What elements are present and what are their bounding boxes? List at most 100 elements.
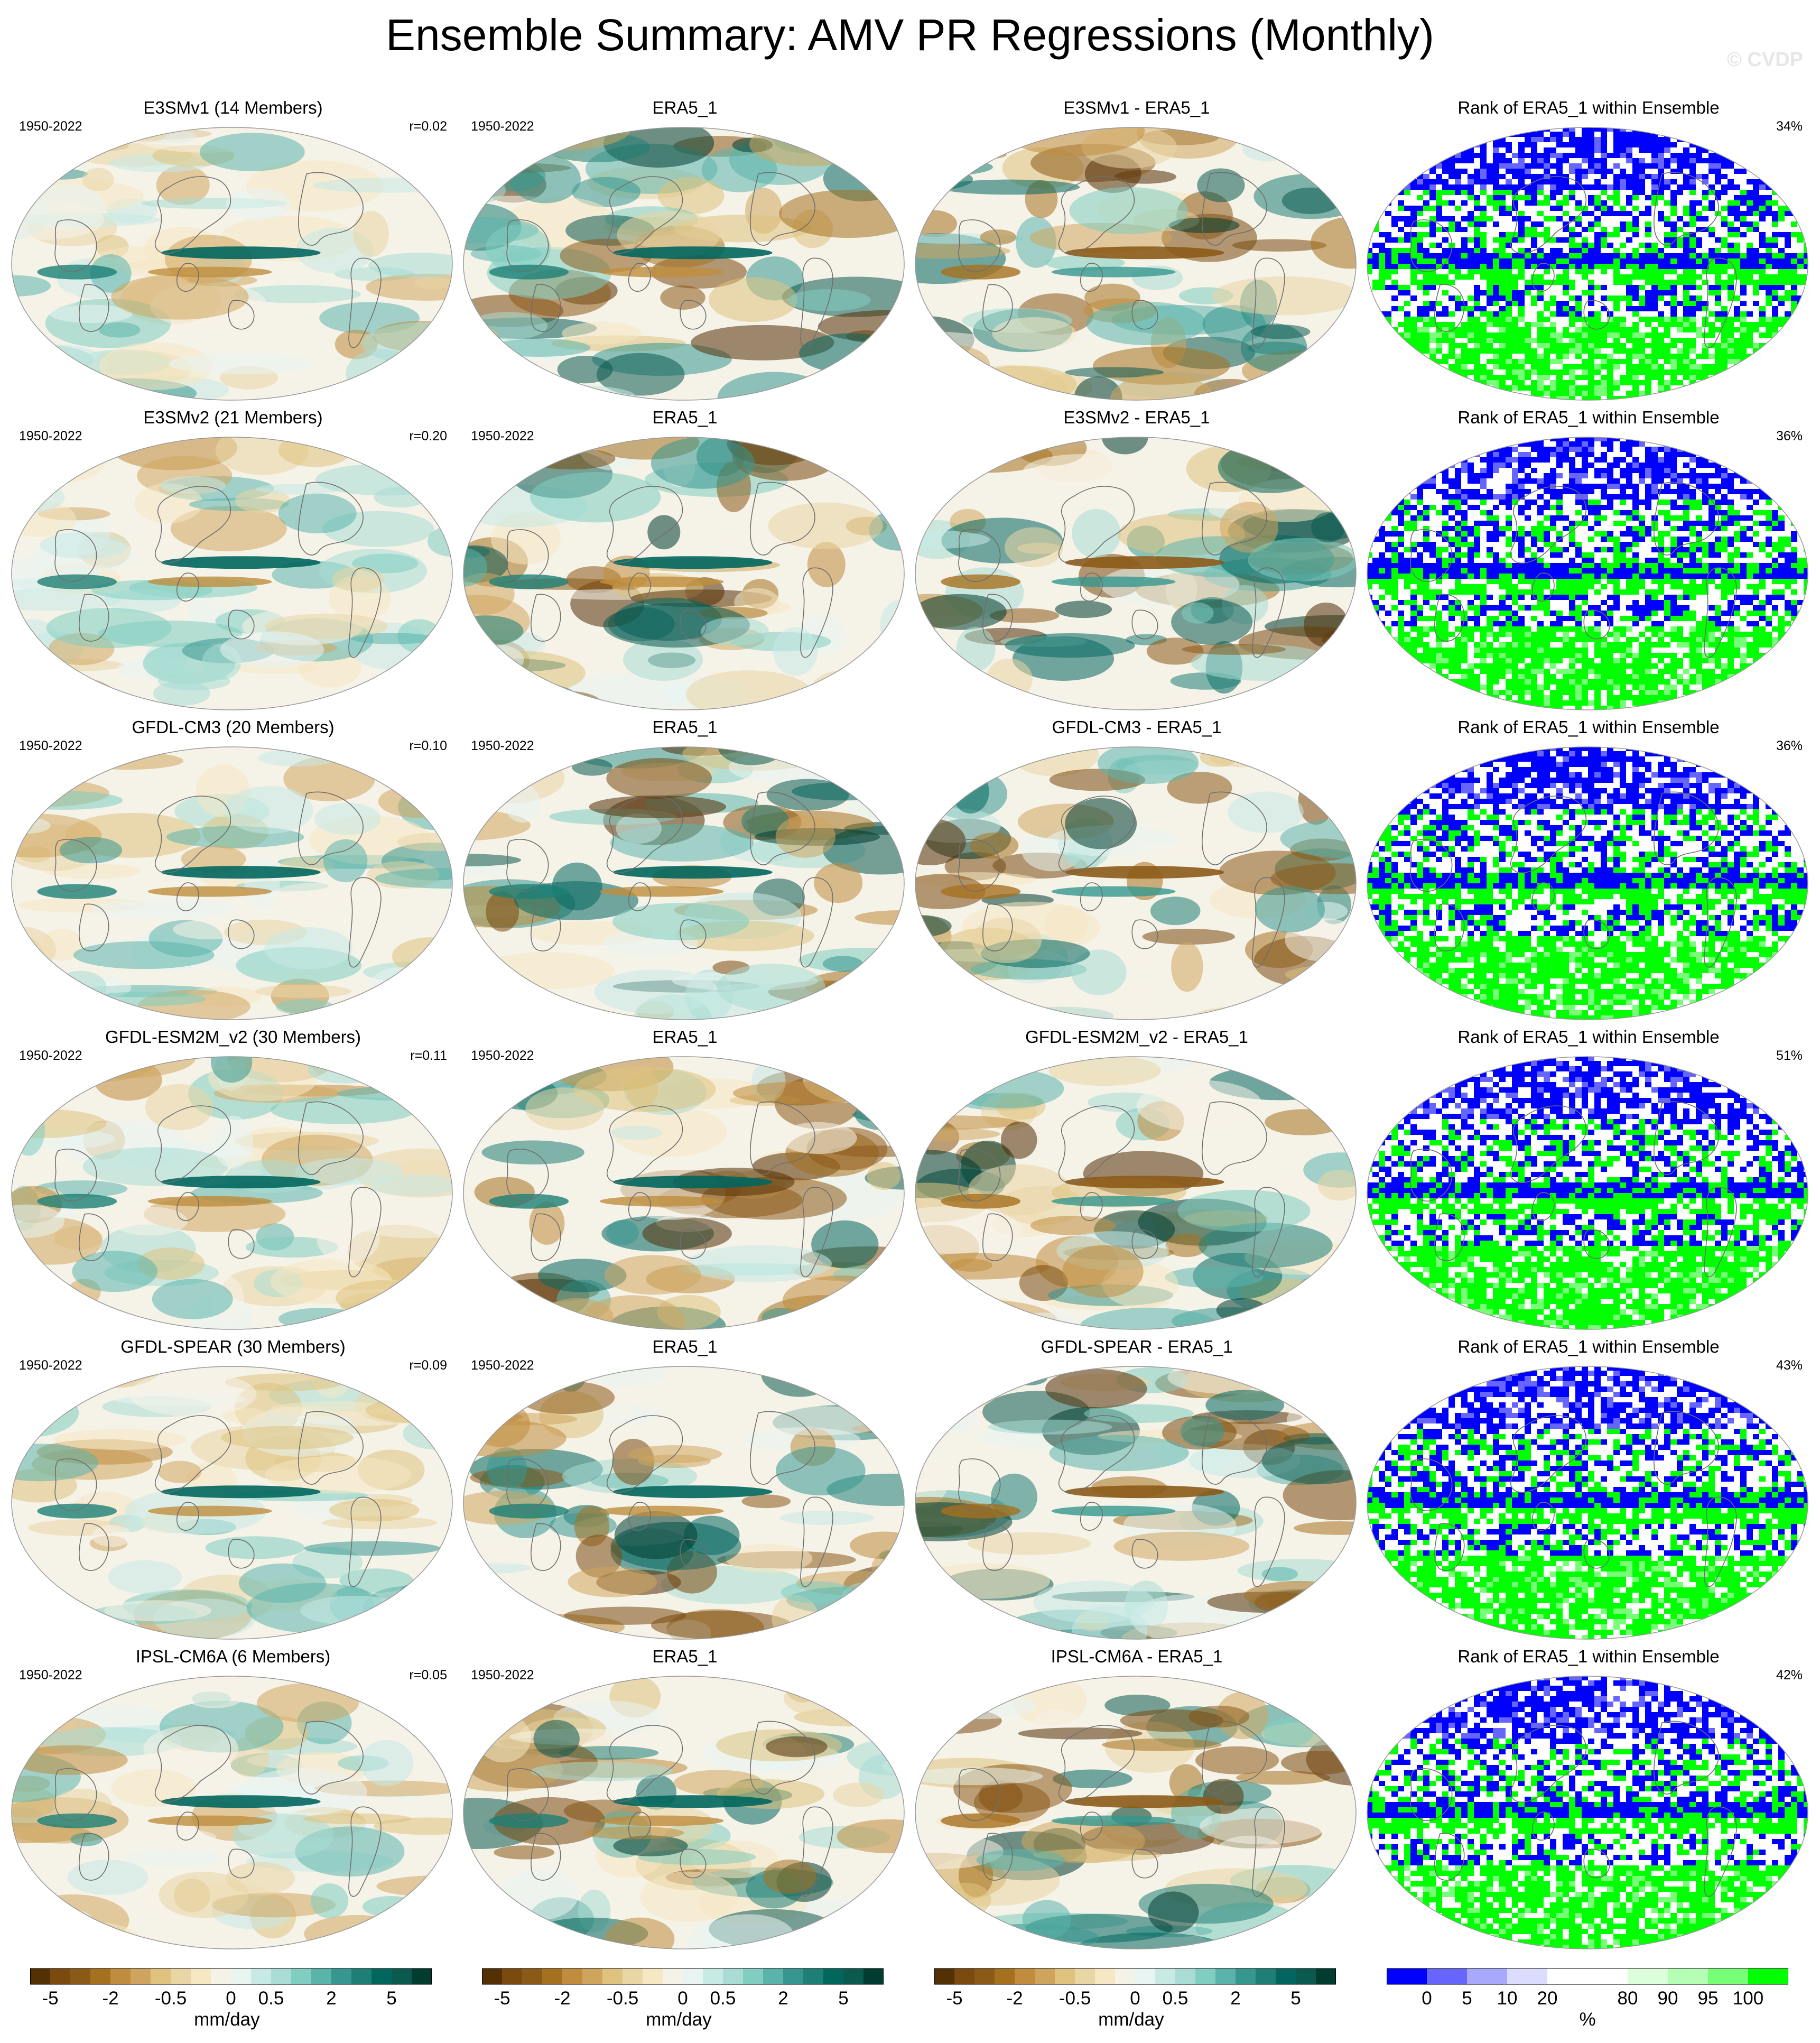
difference-panel-title: E3SMv2 - ERA5_1 bbox=[1063, 408, 1210, 427]
obs-panel-title: ERA5_1 bbox=[652, 717, 718, 737]
colorbar-tick-label: 5 bbox=[1462, 1988, 1472, 2009]
colorbar-swatch bbox=[502, 1968, 523, 1984]
colorbar-swatch bbox=[1055, 1968, 1075, 1984]
obs-map-panel: ERA5_1 1950-2022 bbox=[460, 408, 909, 718]
colorbar-tick-label: 2 bbox=[778, 1988, 788, 2009]
colorbar-swatch bbox=[863, 1968, 884, 1984]
colorbar-swatch bbox=[1628, 1968, 1668, 1984]
colorbar-unit-label: mm/day bbox=[194, 2009, 260, 2030]
colorbar-swatch bbox=[1015, 1968, 1035, 1984]
model-map-panel: GFDL-SPEAR (30 Members) 1950-2022 r=0.09 bbox=[8, 1337, 458, 1648]
colorbar-swatch bbox=[1195, 1968, 1216, 1984]
colorbar-swatch bbox=[1155, 1968, 1176, 1984]
colorbar-swatch bbox=[50, 1968, 71, 1984]
colorbar-swatch bbox=[30, 1968, 51, 1984]
colorbar-swatch bbox=[723, 1968, 744, 1984]
colorbar-swatch bbox=[683, 1968, 703, 1984]
colorbar-swatch bbox=[171, 1968, 191, 1984]
colorbar-swatch bbox=[582, 1968, 603, 1984]
colorbar-swatch bbox=[1708, 1968, 1749, 1984]
model-panel-title: GFDL-ESM2M_v2 (30 Members) bbox=[105, 1027, 361, 1047]
colorbar-swatch bbox=[1587, 1968, 1628, 1984]
rank-panel-title: Rank of ERA5_1 within Ensemble bbox=[1457, 1647, 1720, 1666]
colorbar-tick-label: 0 bbox=[1422, 1988, 1432, 2009]
period-label: 1950-2022 bbox=[19, 429, 82, 443]
regression-map bbox=[915, 437, 1357, 710]
colorbar-unit-label: mm/day bbox=[1098, 2009, 1164, 2030]
colorbar-swatch bbox=[1276, 1968, 1296, 1984]
pattern-correlation: r=0.20 bbox=[409, 429, 447, 443]
rank-panel-title: Rank of ERA5_1 within Ensemble bbox=[1457, 408, 1720, 427]
colorbar-swatch bbox=[90, 1968, 111, 1984]
colorbar-swatch bbox=[1236, 1968, 1256, 1984]
colorbar-swatch bbox=[1175, 1968, 1196, 1984]
regression-map bbox=[11, 1676, 453, 1949]
colorbar-tick-label: -5 bbox=[946, 1988, 963, 2009]
rank-map-panel: Rank of ERA5_1 within Ensemble 43% bbox=[1364, 1337, 1813, 1648]
diff-map-panel: IPSL-CM6A - ERA5_1 bbox=[912, 1647, 1361, 1957]
page-title: Ensemble Summary: AMV PR Regressions (Mo… bbox=[386, 10, 1434, 60]
colorbar-swatch bbox=[995, 1968, 1015, 1984]
colorbar-tick-label: 0.5 bbox=[1162, 1988, 1188, 2009]
regression-map bbox=[915, 746, 1357, 1020]
model-map-panel: E3SMv2 (21 Members) 1950-2022 r=0.20 bbox=[8, 408, 458, 718]
colorbar-swatch bbox=[1467, 1968, 1508, 1984]
colorbar-tick-label: 100 bbox=[1732, 1988, 1764, 2009]
colorbar-swatch bbox=[251, 1968, 272, 1984]
rank-map bbox=[1367, 1366, 1808, 1640]
colorbar-tick-label: 0 bbox=[226, 1988, 236, 2009]
pattern-correlation: r=0.09 bbox=[409, 1358, 447, 1373]
regression-map bbox=[463, 1676, 905, 1949]
colorbar-swatch bbox=[351, 1968, 372, 1984]
colorbar-swatch bbox=[482, 1968, 503, 1984]
diff-map-panel: E3SMv1 - ERA5_1 bbox=[912, 98, 1361, 409]
obs-map-panel: ERA5_1 1950-2022 bbox=[460, 717, 909, 1028]
colorbar-swatch bbox=[542, 1968, 563, 1984]
obs-panel-title: ERA5_1 bbox=[652, 1027, 718, 1047]
watermark: © CVDP bbox=[1726, 49, 1803, 71]
regression-map bbox=[11, 1366, 453, 1640]
colorbar-swatch bbox=[131, 1968, 151, 1984]
regression-map bbox=[463, 437, 905, 710]
colorbar-swatch bbox=[1296, 1968, 1316, 1984]
colorbar-swatch bbox=[1035, 1968, 1055, 1984]
colorbar-swatch bbox=[271, 1968, 292, 1984]
pattern-correlation: r=0.05 bbox=[409, 1668, 447, 1683]
model-panel-title: E3SMv2 (21 Members) bbox=[143, 408, 323, 427]
regression-map bbox=[11, 437, 453, 710]
colorbar-tick-label: 90 bbox=[1657, 1988, 1678, 2009]
period-label: 1950-2022 bbox=[471, 1048, 534, 1063]
rank-map-panel: Rank of ERA5_1 within Ensemble 51% bbox=[1364, 1027, 1813, 1338]
period-label: 1950-2022 bbox=[471, 738, 534, 753]
model-panel-title: E3SMv1 (14 Members) bbox=[143, 98, 323, 117]
difference-panel-title: GFDL-SPEAR - ERA5_1 bbox=[1041, 1337, 1233, 1356]
precip-colorbar: -5 -2 -0.5 0 0.5 2 5 mm/day bbox=[482, 1968, 884, 2031]
colorbar-swatch bbox=[392, 1968, 412, 1984]
precip-colorbar: -5 -2 -0.5 0 0.5 2 5 mm/day bbox=[30, 1968, 432, 2031]
colorbar-tick-label: -0.5 bbox=[1058, 1988, 1091, 2009]
colorbar-swatch bbox=[291, 1968, 312, 1984]
colorbar-swatch bbox=[954, 1968, 975, 1984]
model-panel-title: GFDL-SPEAR (30 Members) bbox=[120, 1337, 346, 1356]
colorbar-tick-label: 0.5 bbox=[258, 1988, 284, 2009]
pattern-correlation: r=0.11 bbox=[410, 1048, 447, 1063]
colorbar-swatch bbox=[703, 1968, 723, 1984]
obs-map-panel: ERA5_1 1950-2022 bbox=[460, 1337, 909, 1648]
model-panel-title: IPSL-CM6A (6 Members) bbox=[135, 1647, 331, 1666]
difference-panel-title: IPSL-CM6A - ERA5_1 bbox=[1051, 1647, 1223, 1666]
model-map-panel: GFDL-CM3 (20 Members) 1950-2022 r=0.10 bbox=[8, 717, 458, 1028]
colorbar-tick-label: -2 bbox=[1006, 1988, 1023, 2009]
period-label: 1950-2022 bbox=[19, 119, 82, 134]
regression-map bbox=[11, 1056, 453, 1330]
colorbar-swatch bbox=[1668, 1968, 1708, 1984]
diff-map-panel: GFDL-ESM2M_v2 - ERA5_1 bbox=[912, 1027, 1361, 1338]
colorbar-swatch bbox=[803, 1968, 824, 1984]
period-label: 1950-2022 bbox=[19, 738, 82, 753]
rank-percentage: 42% bbox=[1776, 1668, 1803, 1683]
rank-map bbox=[1367, 1676, 1808, 1949]
colorbar-swatch bbox=[1427, 1968, 1468, 1984]
colorbar-unit-label: % bbox=[1579, 2009, 1596, 2030]
colorbar-swatch bbox=[311, 1968, 332, 1984]
colorbar-swatch bbox=[934, 1968, 955, 1984]
regression-map bbox=[915, 1676, 1357, 1949]
